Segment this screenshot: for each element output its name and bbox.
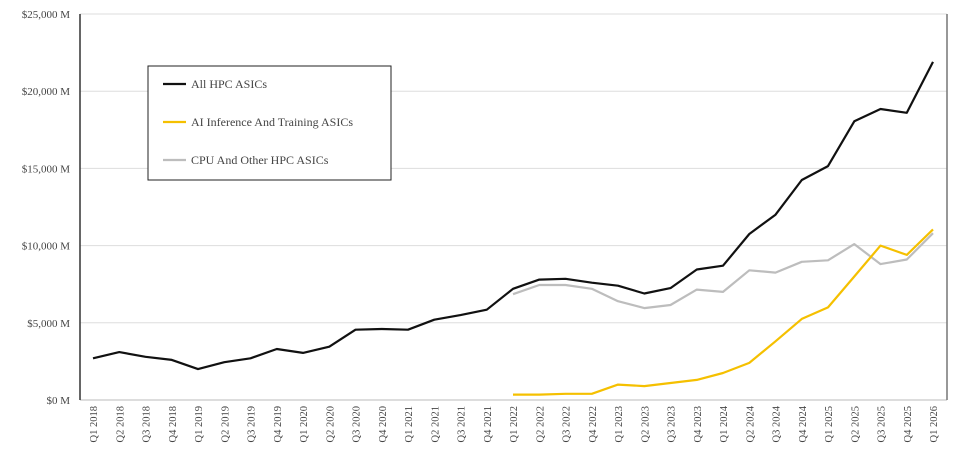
series-lines [92, 61, 934, 396]
legend-label: CPU And Other HPC ASICs [191, 153, 329, 167]
x-tick-label: Q3 2018 [142, 406, 153, 442]
x-tick-label: Q4 2025 [903, 406, 914, 442]
series-line-0 [92, 61, 934, 371]
y-tick-label: $10,000 M [22, 241, 71, 253]
x-tick-label: Q3 2023 [667, 406, 678, 442]
y-tick-label: $20,000 M [22, 86, 71, 98]
y-tick-label: $0 M [46, 395, 70, 407]
x-tick-label: Q4 2021 [483, 406, 494, 442]
x-tick-label: Q2 2025 [850, 406, 861, 442]
y-tick-label: $25,000 M [22, 9, 71, 21]
x-tick-label: Q1 2022 [509, 406, 520, 442]
x-tick-label: Q2 2022 [535, 406, 546, 442]
x-tick-label: Q3 2019 [247, 406, 258, 442]
x-tick-label: Q4 2018 [168, 406, 179, 442]
x-tick-label: Q2 2020 [325, 406, 336, 442]
x-tick-label: Q4 2023 [693, 406, 704, 442]
x-tick-label: Q3 2025 [877, 406, 888, 442]
x-tick-label: Q4 2019 [273, 406, 284, 442]
x-tick-label: Q4 2020 [378, 406, 389, 442]
x-tick-label: Q2 2021 [430, 406, 441, 442]
x-tick-label: Q4 2024 [798, 405, 809, 442]
legend-box [147, 65, 392, 181]
x-tick-label: Q2 2019 [220, 406, 231, 442]
x-tick-label: Q2 2024 [745, 405, 756, 442]
x-tick-label: Q1 2019 [194, 406, 205, 442]
x-tick-label: Q1 2026 [929, 406, 940, 442]
x-tick-label: Q3 2021 [457, 406, 468, 442]
x-axis-tick-labels: Q1 2018 Q2 2018 Q3 2018 Q4 2018 Q1 2019 Q2 20… [89, 405, 940, 442]
legend-label: All HPC ASICs [191, 77, 267, 91]
x-tick-label: Q2 2018 [115, 406, 126, 442]
y-tick-label: $5,000 M [27, 318, 70, 330]
y-axis-tick-labels: $0 M $5,000 M $10,000 M $15,000 M $20,000 M $… [22, 9, 71, 407]
x-tick-label: Q1 2025 [824, 406, 835, 442]
y-tick-label: $15,000 M [22, 163, 71, 175]
series-line-1 [513, 228, 934, 396]
legend: All HPC ASICs AI Inference And Training A… [147, 65, 392, 181]
legend-label: AI Inference And Training ASICs [191, 115, 353, 129]
x-tick-label: Q3 2020 [352, 406, 363, 442]
x-tick-label: Q1 2023 [614, 406, 625, 442]
x-tick-label: Q1 2018 [89, 406, 100, 442]
series-line-2 [512, 232, 934, 310]
x-tick-label: Q3 2024 [772, 405, 783, 442]
x-tick-label: Q4 2022 [588, 406, 599, 442]
x-tick-label: Q1 2021 [404, 406, 415, 442]
x-tick-label: Q3 2022 [562, 406, 573, 442]
x-tick-label: Q1 2020 [299, 406, 310, 442]
x-tick-label: Q2 2023 [640, 406, 651, 442]
x-tick-label: Q1 2024 [719, 405, 730, 442]
